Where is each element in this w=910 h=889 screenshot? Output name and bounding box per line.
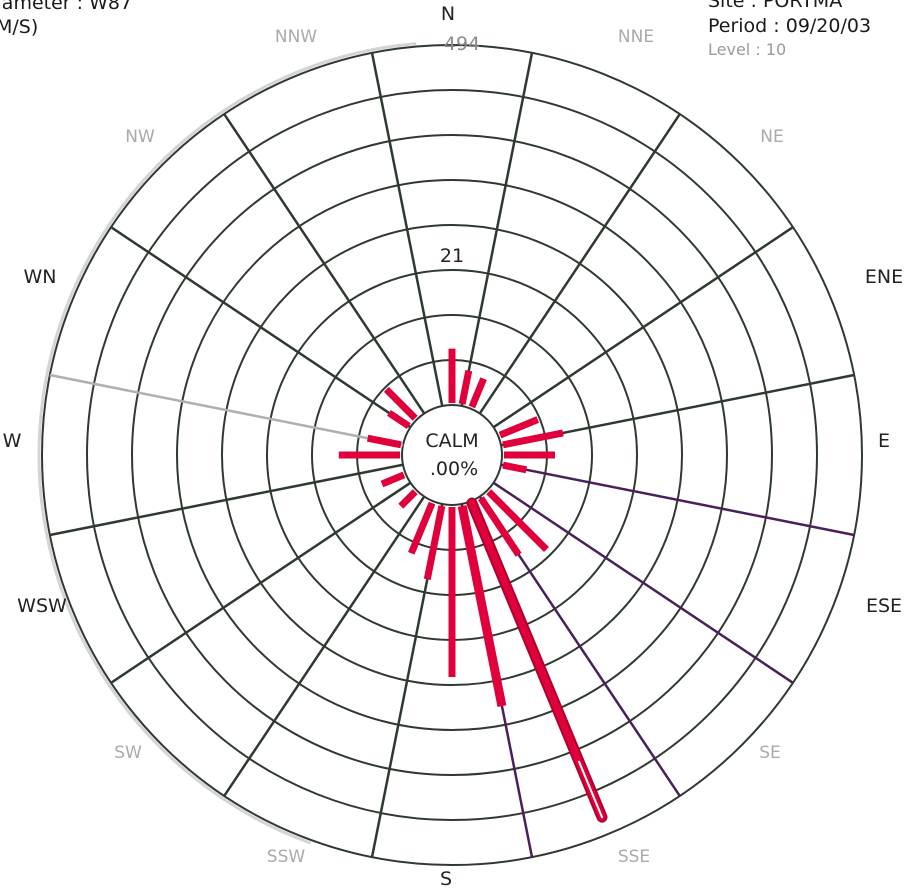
petal xyxy=(380,471,406,488)
grid-spoke xyxy=(478,113,681,415)
calm-value: .00% xyxy=(430,458,478,480)
grid-ring xyxy=(41,44,863,866)
petal xyxy=(486,489,549,552)
petal-highlight xyxy=(578,760,604,819)
direction-label-nne: NNE xyxy=(618,27,654,47)
petal xyxy=(366,434,402,449)
grid-spoke xyxy=(110,481,412,684)
direction-label-n: N xyxy=(441,3,455,25)
grid-spoke xyxy=(492,226,794,429)
petal xyxy=(502,429,564,449)
grid-spoke xyxy=(492,481,794,684)
direction-label-se: SE xyxy=(759,743,781,763)
petal xyxy=(398,489,418,509)
grid-spoke xyxy=(223,495,426,797)
direction-label-wsw: WSW xyxy=(17,595,67,617)
ring-label-inner: 21 xyxy=(440,245,464,267)
grid-spoke xyxy=(460,52,534,407)
direction-label-ese: ESE xyxy=(866,595,902,617)
spoke-grid xyxy=(49,52,855,858)
petal xyxy=(387,409,411,430)
label-group: N NNE NE ENE E ESE SE SSE S SSW SW WSW W WN NW NNW 21 494 xyxy=(3,3,904,889)
ring-label-outer: 494 xyxy=(444,33,480,55)
petal xyxy=(458,369,473,405)
units-text: M/S) xyxy=(0,16,39,38)
grid-spoke xyxy=(110,226,412,429)
direction-label-ne: NE xyxy=(760,127,783,147)
ring-grid xyxy=(37,42,863,866)
parameter-text: rameter : W87 xyxy=(0,0,133,14)
direction-label-s: S xyxy=(440,868,452,889)
direction-label-ssw: SSW xyxy=(267,847,306,867)
grid-spoke xyxy=(49,463,404,537)
petal xyxy=(408,501,436,555)
outer-ring-shadow xyxy=(37,42,417,845)
petal xyxy=(423,505,446,581)
petal xyxy=(498,416,540,439)
petal-group xyxy=(338,348,608,823)
grid-spoke xyxy=(370,52,444,407)
direction-label-ene: ENE xyxy=(865,266,903,288)
petal xyxy=(502,461,528,474)
grid-ring xyxy=(131,134,773,776)
site-text: Site : PORTMA xyxy=(708,0,843,12)
grid-ring xyxy=(86,89,818,821)
direction-label-wnw: WN xyxy=(24,266,57,288)
calm-label: CALM xyxy=(425,430,478,452)
petal xyxy=(468,377,487,409)
direction-label-nnw: NNW xyxy=(275,27,317,47)
petal xyxy=(383,386,418,421)
calm-group: CALM .00% xyxy=(425,430,478,480)
direction-label-e: E xyxy=(878,430,890,452)
direction-label-nw: NW xyxy=(125,127,155,147)
direction-label-sw: SW xyxy=(114,743,142,763)
calm-circle xyxy=(401,404,503,506)
grid-ring xyxy=(176,179,728,731)
grid-ring xyxy=(221,224,683,686)
grid-spoke xyxy=(500,463,855,537)
grid-spoke xyxy=(49,373,404,447)
period-text: Period : 09/20/03 xyxy=(708,15,872,37)
grid-spoke xyxy=(223,113,426,415)
petal xyxy=(457,505,507,707)
petal xyxy=(477,496,522,557)
level-text: Level : 10 xyxy=(708,40,787,59)
direction-label-w: W xyxy=(3,430,22,452)
direction-label-sse: SSE xyxy=(618,847,650,867)
